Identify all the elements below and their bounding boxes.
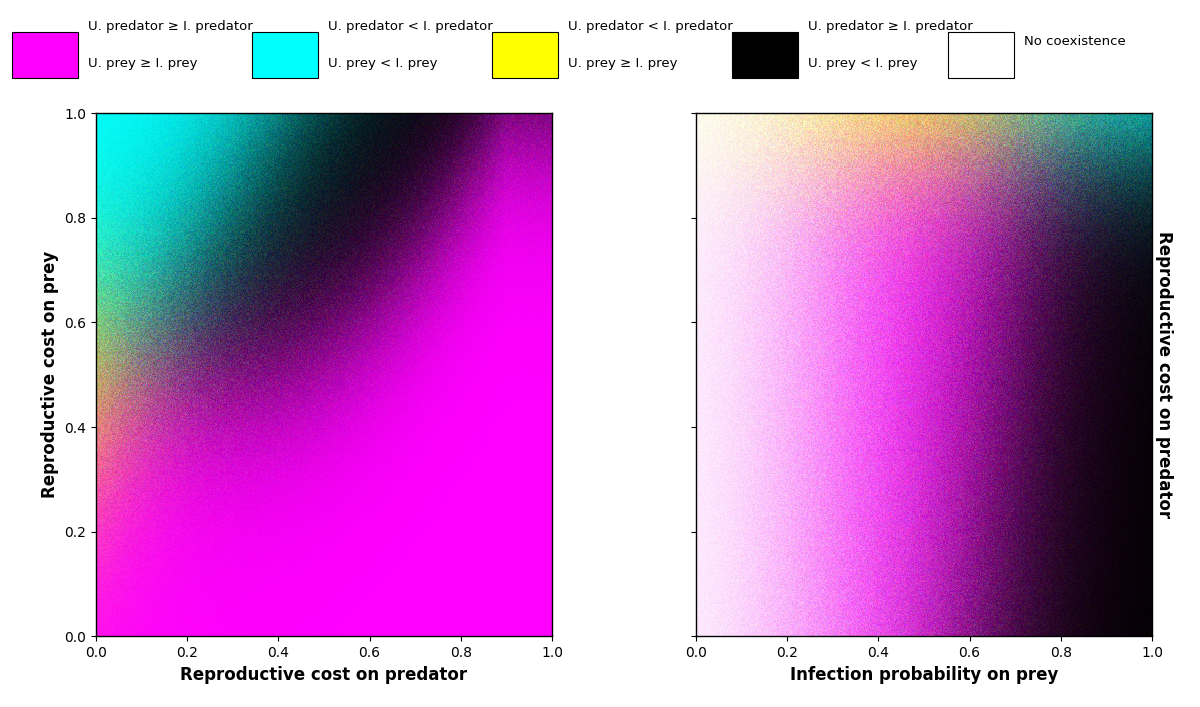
Text: U. prey < I. prey: U. prey < I. prey <box>328 57 437 70</box>
Text: U. prey ≥ I. prey: U. prey ≥ I. prey <box>88 57 197 70</box>
Y-axis label: Reproductive cost on prey: Reproductive cost on prey <box>41 251 59 498</box>
Bar <box>732 32 798 78</box>
Text: U. predator < I. predator: U. predator < I. predator <box>328 21 492 33</box>
X-axis label: Reproductive cost on predator: Reproductive cost on predator <box>180 665 468 684</box>
Text: U. predator ≥ I. predator: U. predator ≥ I. predator <box>808 21 972 33</box>
Bar <box>492 32 558 78</box>
X-axis label: Infection probability on prey: Infection probability on prey <box>790 665 1058 684</box>
Y-axis label: Reproductive cost on predator: Reproductive cost on predator <box>1154 231 1172 518</box>
Text: U. predator ≥ I. predator: U. predator ≥ I. predator <box>88 21 252 33</box>
Text: U. prey ≥ I. prey: U. prey ≥ I. prey <box>568 57 677 70</box>
Text: U. prey < I. prey: U. prey < I. prey <box>808 57 917 70</box>
Text: U. predator < I. predator: U. predator < I. predator <box>568 21 732 33</box>
Text: No coexistence: No coexistence <box>1024 35 1126 48</box>
Bar <box>12 32 78 78</box>
Bar <box>948 32 1014 78</box>
Bar <box>252 32 318 78</box>
